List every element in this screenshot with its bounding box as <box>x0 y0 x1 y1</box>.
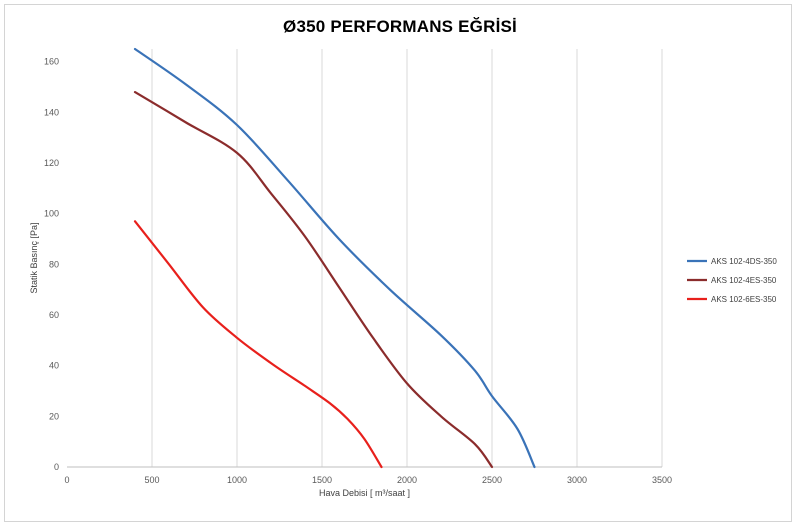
legend-label-2: AKS 102-4ES-350 <box>711 276 777 285</box>
legend-label-1: AKS 102-4DS-350 <box>711 257 777 266</box>
x-axis-title: Hava Debisi [ m³/saat ] <box>319 488 410 498</box>
series-line-2 <box>133 91 494 469</box>
x-tick-label: 1000 <box>227 475 247 485</box>
x-tick-label: 500 <box>144 475 159 485</box>
x-tick-label: 3000 <box>567 475 587 485</box>
y-tick-label: 60 <box>49 310 59 320</box>
series-line-3 <box>133 220 383 469</box>
x-tick-label: 2000 <box>397 475 417 485</box>
chart-frame <box>4 4 792 522</box>
legend-label-3: AKS 102-6ES-350 <box>711 295 777 304</box>
x-tick-label: 0 <box>64 475 69 485</box>
chart-title: Ø350 PERFORMANS EĞRİSİ <box>283 17 517 36</box>
tick-labels: 0 500 1000 1500 2000 2500 3000 3500 0 20 40 60 80 100… <box>44 57 672 485</box>
x-tick-label: 1500 <box>312 475 332 485</box>
y-tick-label: 0 <box>54 462 59 472</box>
y-tick-label: 80 <box>49 259 59 269</box>
y-tick-label: 140 <box>44 107 59 117</box>
y-tick-label: 100 <box>44 209 59 219</box>
y-axis-title: Statik Basınç [Pa] <box>29 222 39 293</box>
legend: AKS 102-4DS-350 AKS 102-4ES-350 AKS 102-6E… <box>687 257 777 304</box>
y-tick-label: 20 <box>49 411 59 421</box>
x-tick-label: 3500 <box>652 475 672 485</box>
y-tick-label: 120 <box>44 158 59 168</box>
grid-lines <box>151 49 663 467</box>
y-tick-label: 40 <box>49 361 59 371</box>
x-tick-label: 2500 <box>482 475 502 485</box>
y-tick-label: 160 <box>44 57 59 67</box>
series-lines <box>133 47 536 469</box>
series-line-1 <box>133 47 536 469</box>
